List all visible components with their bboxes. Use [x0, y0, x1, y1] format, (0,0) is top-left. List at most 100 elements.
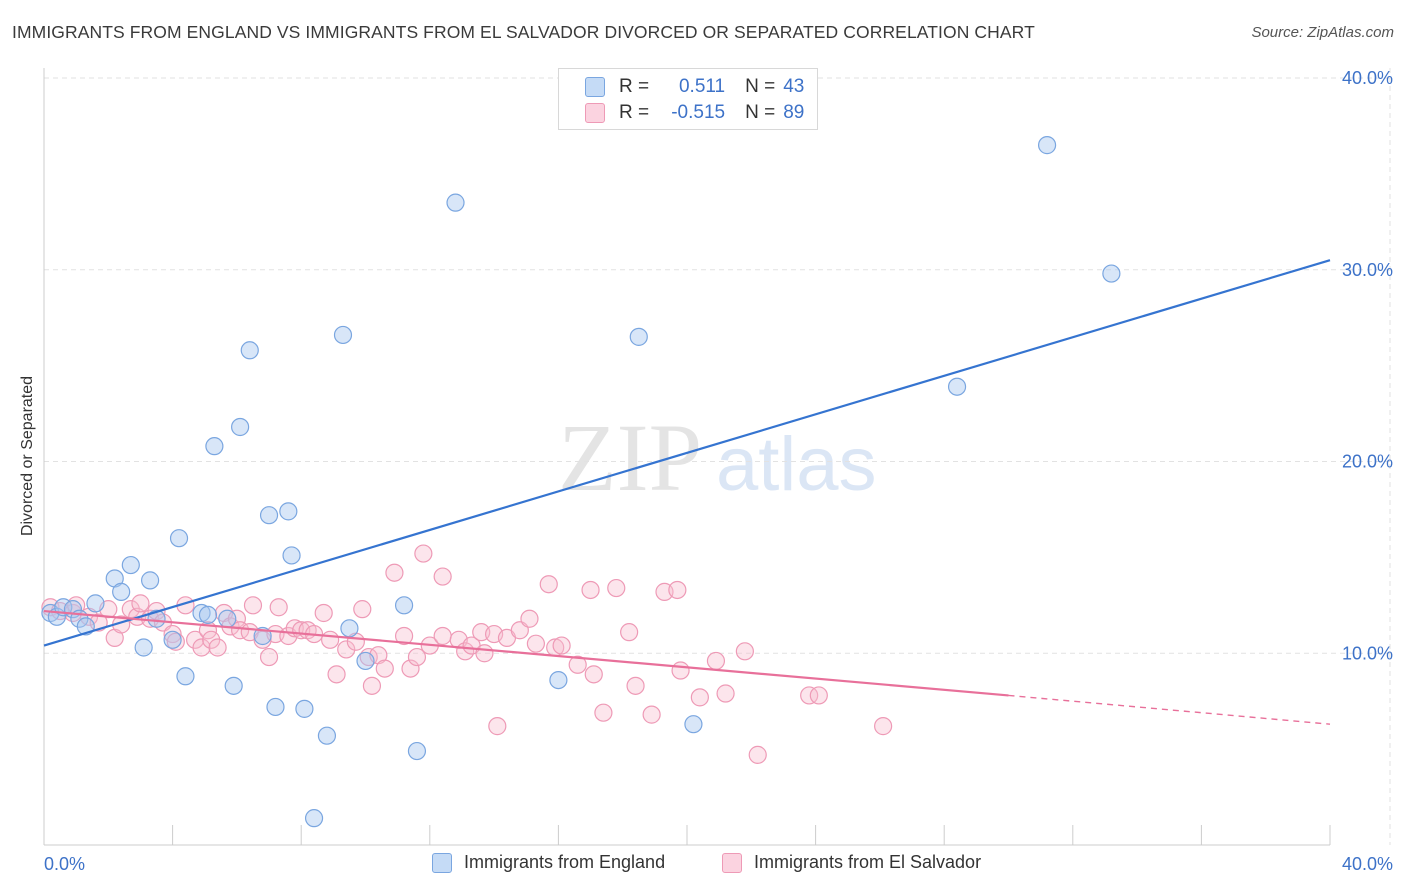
point-england	[253, 626, 272, 646]
point-england	[282, 546, 301, 565]
watermark-zip: ZIP	[558, 404, 702, 511]
chart-title: IMMIGRANTS FROM ENGLAND VS IMMIGRANTS FR…	[12, 22, 1035, 42]
legend-swatch-elsalvador	[722, 852, 742, 873]
point-elsalvador	[166, 632, 185, 651]
point-england	[549, 670, 568, 690]
point-elsalvador	[131, 594, 150, 613]
point-elsalvador	[192, 638, 211, 657]
correlation-legend: R = 0.511 N = 43 R = -0.515 N = 89	[558, 68, 818, 130]
point-england	[295, 699, 314, 718]
point-england	[231, 417, 250, 437]
point-england	[629, 327, 648, 346]
legend-label-elsalvador: Immigrants from El Salvador	[754, 852, 982, 872]
point-england	[684, 715, 703, 734]
point-england	[205, 437, 224, 456]
point-england	[407, 741, 427, 761]
point-elsalvador	[401, 659, 420, 678]
point-england	[266, 697, 285, 717]
point-elsalvador	[620, 623, 639, 642]
point-elsalvador	[353, 600, 372, 619]
point-elsalvador	[526, 634, 545, 653]
point-elsalvador	[800, 686, 819, 705]
point-england	[112, 582, 131, 601]
point-elsalvador	[259, 647, 279, 667]
point-england	[340, 619, 359, 638]
point-elsalvador	[407, 647, 427, 667]
point-england	[394, 596, 414, 615]
point-elsalvador	[520, 609, 539, 628]
point-elsalvador	[208, 638, 227, 657]
n-value: 43	[783, 76, 805, 97]
point-england	[176, 667, 195, 686]
legend-item-elsalvador: Immigrants from El Salvador	[722, 852, 981, 873]
legend-swatch-england	[432, 852, 452, 873]
point-england	[317, 726, 337, 745]
point-elsalvador	[642, 705, 661, 724]
trend-lines	[43, 259, 1331, 725]
point-elsalvador	[433, 567, 452, 586]
point-england	[240, 341, 259, 360]
point-england	[1037, 136, 1057, 155]
point-elsalvador	[626, 676, 645, 695]
point-elsalvador	[668, 580, 687, 600]
point-elsalvador	[568, 655, 587, 674]
point-elsalvador	[716, 684, 735, 703]
point-elsalvador	[321, 630, 340, 649]
point-elsalvador	[671, 661, 690, 680]
x-tick-label: 40.0%	[1342, 854, 1393, 874]
point-elsalvador	[475, 644, 494, 663]
n-value: 89	[783, 102, 805, 123]
point-england	[198, 605, 218, 625]
point-elsalvador	[874, 717, 893, 736]
watermark-atlas: atlas	[716, 422, 877, 507]
point-elsalvador	[269, 598, 288, 617]
legend-swatch-england	[585, 77, 605, 97]
point-elsalvador	[809, 686, 828, 705]
point-england	[121, 555, 140, 575]
point-elsalvador	[375, 659, 394, 678]
point-elsalvador	[337, 640, 356, 659]
point-elsalvador	[581, 580, 600, 600]
point-elsalvador	[362, 676, 382, 695]
y-tick-label: 10.0%	[1342, 643, 1393, 663]
gridlines	[44, 68, 1391, 845]
point-elsalvador	[706, 651, 726, 671]
point-elsalvador	[607, 578, 626, 598]
n-label: N =	[745, 76, 776, 97]
point-elsalvador	[385, 563, 404, 582]
point-england	[169, 529, 189, 548]
legend-swatch-elsalvador	[585, 103, 605, 123]
y-tick-label: 20.0%	[1342, 452, 1393, 472]
point-england	[86, 594, 105, 613]
legend-item-england: Immigrants from England	[432, 852, 665, 873]
point-england	[259, 506, 279, 525]
point-elsalvador	[488, 717, 507, 736]
point-elsalvador	[243, 596, 263, 615]
r-label: R =	[619, 76, 650, 97]
r-label: R =	[619, 102, 650, 123]
r-value: -0.515	[671, 102, 726, 123]
trend-line-extension-elsalvador	[1008, 694, 1331, 725]
point-elsalvador	[394, 626, 414, 646]
point-england	[218, 609, 237, 628]
point-elsalvador	[433, 626, 452, 646]
point-england	[356, 651, 375, 671]
axes	[43, 68, 1331, 846]
point-england	[192, 603, 211, 623]
point-england	[304, 809, 324, 828]
point-elsalvador	[748, 745, 767, 764]
r-value: 0.511	[678, 76, 726, 97]
x-tick-label: 0.0%	[44, 854, 85, 874]
y-tick-label: 40.0%	[1342, 68, 1393, 88]
point-elsalvador	[539, 575, 558, 594]
tick-labels: 10.0% 20.0% 30.0% 40.0% 0.0% 40.0%	[44, 68, 1393, 874]
legend-row-elsalvador: R = -0.515 N = 89	[559, 100, 804, 126]
watermark: ZIP atlas	[558, 404, 877, 511]
point-elsalvador	[552, 636, 571, 655]
trend-line-england	[43, 259, 1331, 647]
point-england	[1102, 264, 1121, 283]
series-legend: Immigrants from England Immigrants from …	[0, 852, 1406, 878]
point-elsalvador	[414, 544, 433, 563]
point-elsalvador	[690, 688, 709, 707]
